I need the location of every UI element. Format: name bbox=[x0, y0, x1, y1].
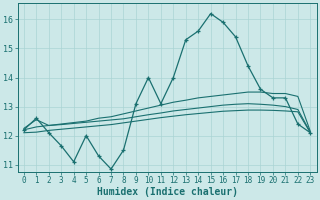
X-axis label: Humidex (Indice chaleur): Humidex (Indice chaleur) bbox=[97, 186, 237, 197]
